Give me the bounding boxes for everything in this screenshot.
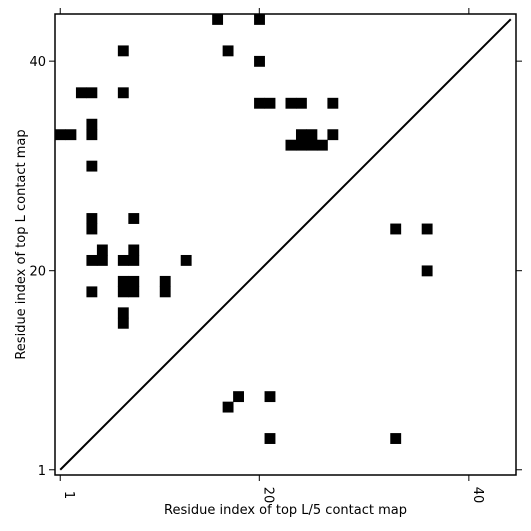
contact-cell <box>96 254 108 266</box>
contact-cell <box>306 129 318 141</box>
contact-cell <box>285 97 297 109</box>
contact-cell <box>117 275 129 287</box>
contact-cell <box>117 254 129 266</box>
contact-cell <box>86 129 98 141</box>
contact-cell <box>327 129 339 141</box>
contact-cell <box>264 97 276 109</box>
contact-cell <box>86 87 98 99</box>
contact-cell <box>264 433 276 444</box>
contact-cell <box>159 275 171 287</box>
contact-cell <box>117 286 129 298</box>
contact-cell <box>222 401 234 413</box>
contact-cell <box>86 118 98 130</box>
contact-cell <box>86 254 98 266</box>
contact-cell <box>295 129 307 141</box>
contact-cell <box>390 433 402 444</box>
contact-cell <box>86 223 98 235</box>
contact-cell <box>117 317 129 329</box>
contact-cell <box>117 307 129 319</box>
contact-cell <box>159 286 171 298</box>
contact-cell <box>128 254 140 266</box>
x-tick-label: 1 <box>61 491 76 499</box>
contact-cell <box>316 139 328 151</box>
contact-cell <box>295 139 307 151</box>
contact-cell <box>86 213 98 224</box>
contact-cell <box>128 275 140 287</box>
contact-cell <box>180 254 192 266</box>
contact-cell <box>327 97 339 109</box>
contact-cell <box>254 97 265 109</box>
contact-cell <box>222 45 234 57</box>
y-tick-label: 1 <box>38 464 46 479</box>
contact-cell <box>65 129 77 141</box>
contact-cell <box>55 129 66 141</box>
diagonal-line <box>59 18 512 471</box>
y-tick-label: 40 <box>29 55 46 70</box>
contact-cell <box>86 160 98 172</box>
contact-cell <box>117 87 129 99</box>
contact-cell <box>295 97 307 109</box>
y-axis-label: Residue index of top L contact map <box>14 129 29 359</box>
contact-cell <box>96 244 108 256</box>
contact-cell <box>264 391 276 403</box>
plot-frame <box>54 13 517 476</box>
x-tick-label: 20 <box>260 487 275 504</box>
contact-cell <box>306 139 318 151</box>
contact-cell <box>233 391 244 403</box>
contact-cell <box>390 223 402 235</box>
contact-cell <box>117 45 129 57</box>
y-tick-label: 20 <box>29 265 46 280</box>
contact-cell <box>254 14 265 25</box>
contact-cells <box>55 14 433 444</box>
x-tick-label: 40 <box>470 487 485 504</box>
contact-cell <box>212 14 224 25</box>
axis-ticks: 1 20 40 1 20 40 <box>29 8 522 503</box>
x-axis-label: Residue index of top L/5 contact map <box>164 503 407 518</box>
contact-cell <box>75 87 87 99</box>
contact-cell <box>128 286 140 298</box>
contact-cell <box>86 286 98 298</box>
contact-cell <box>128 244 140 256</box>
contact-cell <box>285 139 297 151</box>
contact-cell <box>254 55 265 67</box>
contact-cell <box>128 213 140 224</box>
contact-cell <box>421 223 433 235</box>
contact-cell <box>421 265 433 277</box>
